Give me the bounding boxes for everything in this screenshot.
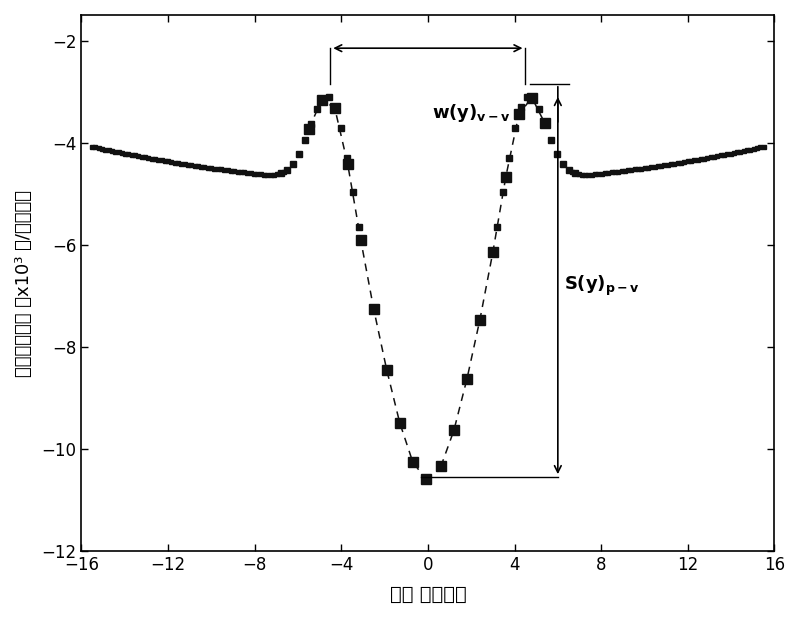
Text: $\mathbf{w(y)_{v-v}}$: $\mathbf{w(y)_{v-v}}$ xyxy=(432,102,511,124)
Text: $\mathbf{S(y)_{p-v}}$: $\mathbf{S(y)_{p-v}}$ xyxy=(564,274,640,298)
Y-axis label: 法向漏磁梯度 （x10³ 安/平方米）: 法向漏磁梯度 （x10³ 安/平方米） xyxy=(15,189,33,376)
X-axis label: 位置 （毫米）: 位置 （毫米） xyxy=(390,585,466,604)
